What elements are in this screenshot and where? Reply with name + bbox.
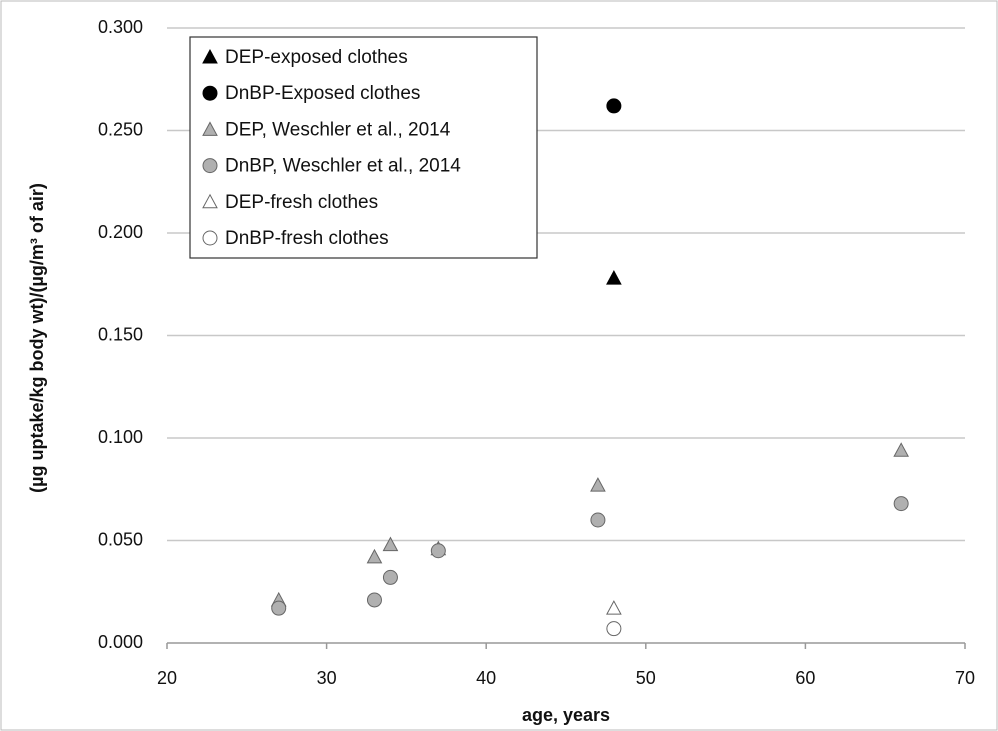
legend-marker	[202, 193, 218, 209]
x-tick-label: 60	[795, 668, 815, 688]
point	[271, 600, 287, 616]
x-tick-label: 40	[476, 668, 496, 688]
x-tick-label: 30	[317, 668, 337, 688]
legend-label: DnBP, Weschler et al., 2014	[225, 156, 461, 177]
legend-marker	[202, 85, 218, 101]
legend-label: DEP-exposed clothes	[225, 47, 408, 68]
legend-label: DEP-fresh clothes	[225, 192, 378, 213]
y-tick-label: 0.200	[98, 222, 143, 242]
x-tick-label: 70	[955, 668, 975, 688]
point	[382, 569, 398, 585]
y-tick-label: 0.300	[98, 17, 143, 37]
x-tick-label: 50	[636, 668, 656, 688]
point	[366, 548, 383, 564]
legend-label: DEP, Weschler et al., 2014	[225, 119, 451, 140]
y-tick-label: 0.000	[98, 632, 143, 652]
legend-box	[189, 36, 538, 259]
legend-marker	[202, 48, 218, 64]
y-tick-label: 0.050	[98, 529, 143, 549]
y-tick-label: 0.250	[98, 119, 143, 139]
legend-marker	[202, 158, 218, 174]
legend-label: DnBP-fresh clothes	[225, 228, 389, 249]
point	[606, 98, 622, 114]
point	[893, 496, 909, 512]
point	[606, 270, 622, 285]
point	[606, 621, 622, 637]
legend-label: DnBP-Exposed clothes	[225, 83, 420, 104]
y-tick-label: 0.150	[98, 324, 143, 344]
y-tick-label: 0.100	[98, 427, 143, 447]
point	[893, 442, 909, 457]
point	[590, 477, 606, 492]
y-axis-label: (µg uptake/kg body wt)/(µg/m³ of air)	[27, 183, 47, 493]
legend-marker	[202, 121, 218, 136]
point	[430, 543, 446, 559]
x-tick-label: 20	[157, 668, 177, 688]
point	[606, 600, 622, 615]
point	[382, 536, 399, 552]
x-axis-label: age, years	[522, 705, 610, 725]
point	[590, 512, 606, 528]
legend-marker	[202, 230, 218, 246]
point	[366, 592, 382, 608]
